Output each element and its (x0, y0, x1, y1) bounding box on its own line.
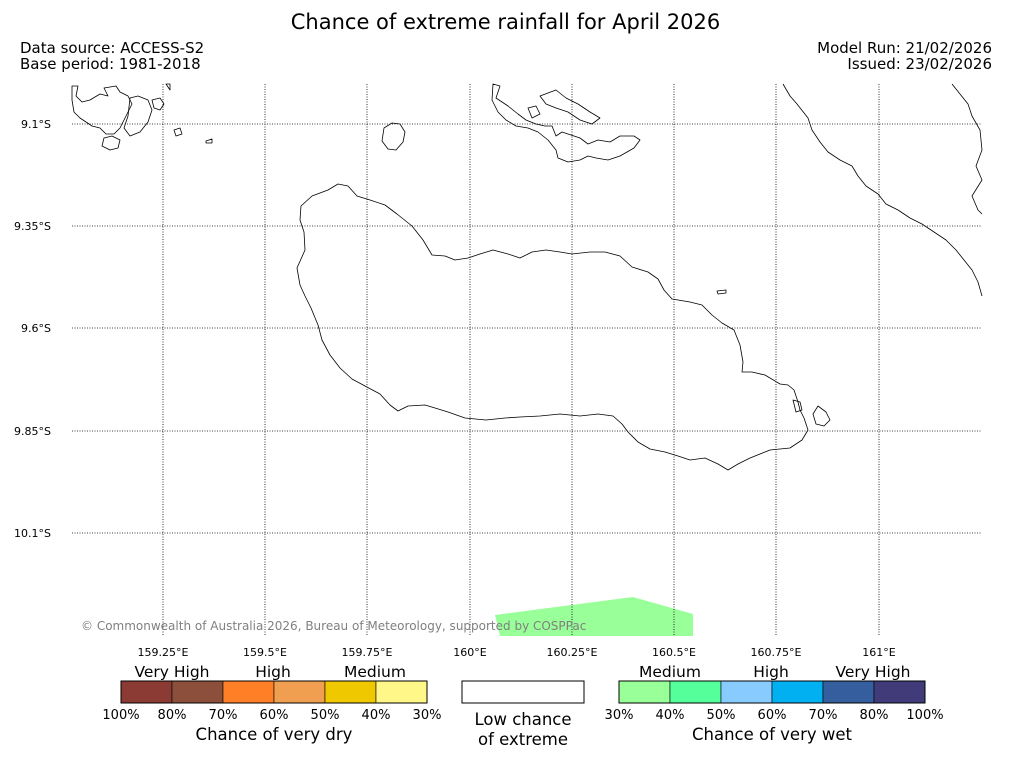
longitude-labels: 159.25°E 159.5°E 159.75°E 160°E 160.25°E 160.… (138, 646, 896, 659)
legend-swatch (171, 680, 224, 704)
issued-date: Issued: 23/02/2026 (847, 55, 992, 73)
russell-islands-coastline (101, 135, 121, 151)
islet-coastline (716, 289, 727, 295)
legend-tick-label: 40% (362, 708, 391, 723)
wet-chance-area (495, 597, 693, 636)
legend-tick-label: 60% (758, 708, 787, 723)
russell-islands-coastline (173, 127, 183, 137)
longitude-label: 160.5°E (652, 646, 696, 659)
run-info: Model Run: 21/02/2026 Issued: 23/02/2026 (817, 40, 992, 72)
neutral-legend (461, 680, 585, 704)
legend-title: Chance of very wet (692, 725, 853, 744)
islet-coastline (812, 405, 831, 427)
legend-swatch (222, 680, 275, 704)
longitude-label: 159.5°E (243, 646, 287, 659)
longitude-label: 159.75°E (342, 646, 393, 659)
legend-swatch (669, 680, 722, 704)
copyright-notice: © Commonwealth of Australia 2026, Bureau… (81, 619, 587, 633)
malaita-coastline (951, 83, 983, 215)
florida-islands-coastline (527, 105, 541, 119)
legend-frame (120, 680, 428, 704)
data-source: Data source: ACCESS-S2 (20, 39, 205, 57)
legend-swatch (375, 680, 428, 704)
latitude-labels: 9.1°S 9.35°S 9.6°S 9.85°S 10.1°S (14, 118, 51, 540)
gridlines (72, 84, 982, 636)
longitude-label: 161°E (862, 646, 895, 659)
legend-category-label: Medium (344, 663, 406, 681)
latitude-label: 9.6°S (21, 322, 51, 335)
latitude-label: 9.1°S (21, 118, 51, 131)
longitude-label: 159.25°E (138, 646, 189, 659)
longitude-label: 160°E (453, 646, 486, 659)
legend-tick-label: 50% (707, 708, 736, 723)
low-chance-line2: of extreme (477, 730, 569, 749)
legend-category-label: High (255, 663, 291, 681)
legend-tick-label: 40% (656, 708, 685, 723)
islet-coastline (381, 122, 406, 151)
malaita-coastline (782, 83, 983, 297)
legend-tick-label: 50% (311, 708, 340, 723)
legend-category-label: Medium (639, 663, 701, 681)
legend-swatch (771, 680, 824, 704)
map-title: Chance of extreme rainfall for April 202… (290, 10, 721, 34)
islet-coastline (792, 399, 803, 413)
legend-title: Chance of very dry (196, 725, 353, 744)
data-info: Data source: ACCESS-S2 Base period: 1981… (20, 40, 204, 72)
russell-islands-coastline (165, 83, 171, 91)
legend-swatch (324, 680, 377, 704)
guadalcanal-coastline (296, 183, 809, 471)
low-chance-label: Low chance of extreme (453, 710, 593, 750)
legend-swatch (273, 680, 326, 704)
legend-tick-label: 80% (158, 708, 187, 723)
model-run: Model Run: 21/02/2026 (817, 39, 992, 57)
base-period: Base period: 1981-2018 (20, 55, 201, 73)
legend-swatch (720, 680, 773, 704)
longitude-label: 160.25°E (547, 646, 598, 659)
russell-islands-coastline (151, 97, 165, 111)
russell-islands-coastline (71, 85, 133, 135)
legend-tick-label: 30% (605, 708, 634, 723)
dry-legend: 100% 80% 70% 60% 50% 40% 30% Very High High Mediu… (102, 663, 441, 744)
legend-tick-label: 60% (260, 708, 289, 723)
legend-category-label: Very High (835, 663, 910, 681)
legend-tick-label: 100% (906, 708, 943, 723)
latitude-label: 9.85°S (14, 425, 51, 438)
legend-tick-label: 100% (102, 708, 139, 723)
legend-tick-label: 70% (809, 708, 838, 723)
legend-tick-label: 80% (860, 708, 889, 723)
legend-tick-label: 70% (209, 708, 238, 723)
russell-islands-coastline (123, 95, 153, 137)
wet-legend: 30% 40% 50% 60% 70% 80% 100% Medium High Very Hig… (605, 663, 944, 744)
legend-swatch (120, 680, 173, 704)
longitude-label: 160.75°E (751, 646, 802, 659)
legend-swatch (618, 680, 671, 704)
low-chance-swatch (461, 680, 585, 704)
low-chance-line1: Low chance (474, 710, 572, 729)
legend-frame (618, 680, 926, 704)
islet-coastline (205, 138, 213, 144)
legend-tick-label: 30% (413, 708, 442, 723)
legend-category-label: Very High (134, 663, 209, 681)
legend-category-label: High (753, 663, 789, 681)
latitude-label: 10.1°S (14, 527, 51, 540)
latitude-label: 9.35°S (14, 220, 51, 233)
florida-islands-coastline (491, 83, 641, 163)
legend-swatch (873, 680, 926, 704)
legend-swatch (822, 680, 875, 704)
florida-islands-coastline (539, 89, 601, 125)
